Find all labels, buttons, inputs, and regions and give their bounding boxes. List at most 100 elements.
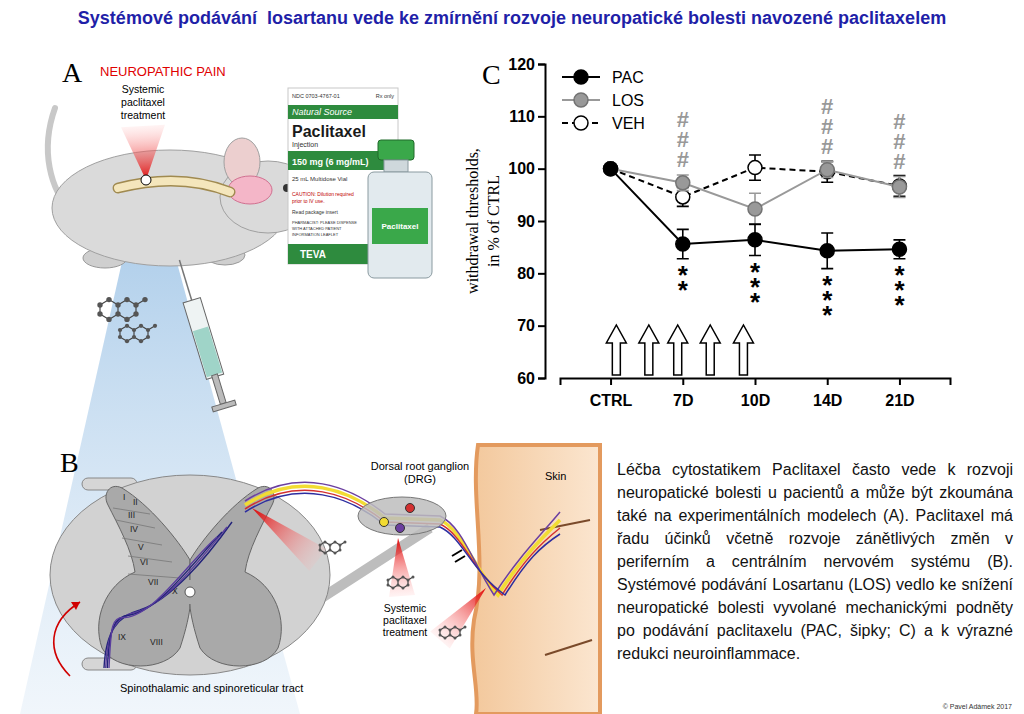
box-text: INFORMATION LEAFLET	[292, 232, 339, 237]
y-tick: 80	[517, 265, 545, 282]
atom	[115, 311, 120, 316]
atom	[454, 637, 457, 640]
legend-marker	[574, 70, 588, 84]
box-text: NDC 0703-4767-01	[292, 93, 340, 99]
significance-label: ***	[822, 270, 833, 330]
atom	[329, 549, 332, 552]
drg-label: Dorsal root ganglion	[371, 460, 469, 472]
needle	[179, 260, 191, 300]
atom	[407, 579, 410, 582]
point	[748, 161, 762, 175]
atom	[392, 587, 395, 590]
atom	[118, 335, 122, 339]
spinal-cord	[118, 181, 230, 192]
atom	[97, 311, 102, 316]
atom	[334, 552, 337, 555]
legend-label: PAC	[612, 69, 644, 86]
x-tick: 21D	[885, 378, 914, 409]
molecule	[319, 541, 347, 555]
point	[820, 244, 834, 258]
legend-label: VEH	[612, 115, 645, 132]
atom	[106, 297, 111, 302]
injection-site	[141, 175, 151, 185]
gray-matter	[190, 486, 281, 666]
drg-neuron	[380, 518, 389, 527]
vial-label-text: Paclitaxel	[382, 222, 419, 231]
atom	[392, 576, 395, 579]
skin-label: Skin	[545, 470, 566, 482]
y-tick-mark	[538, 378, 545, 380]
atom	[402, 587, 405, 590]
error-bar	[677, 175, 689, 191]
plot-area	[604, 155, 907, 375]
spinal-cord-section	[50, 475, 330, 675]
y-tick-label: 80	[517, 265, 535, 282]
tract-fiber	[107, 532, 222, 668]
treatment-arrow	[639, 325, 659, 375]
panel-label: C	[482, 59, 501, 90]
atom	[454, 626, 457, 629]
y-tick: 100	[508, 160, 545, 177]
y-tick-label: 120	[508, 56, 535, 73]
y-axis-line	[538, 65, 546, 379]
spinal-cord	[118, 181, 230, 192]
box-text: TEVA	[300, 249, 326, 260]
point	[892, 180, 906, 194]
x-tick: 14D	[813, 378, 842, 409]
error-bar	[821, 233, 833, 269]
vial-neck	[384, 160, 408, 172]
y-tick-label: 100	[508, 160, 535, 177]
atom	[139, 339, 143, 343]
treatment-label: paclitaxel	[121, 96, 165, 108]
lamina-label: IX	[118, 632, 126, 642]
error-bar	[677, 229, 689, 258]
box-text: Read package insert	[292, 209, 338, 215]
y-tick: 110	[509, 108, 545, 125]
lamina-label: VII	[148, 577, 158, 587]
atom	[407, 584, 410, 587]
significance-label: ***	[750, 257, 761, 317]
tract-fiber	[109, 537, 217, 668]
nerve-cut	[452, 550, 465, 562]
legend-marker	[574, 116, 588, 130]
atom	[132, 335, 136, 339]
atom	[444, 626, 447, 629]
atom	[146, 328, 150, 332]
drg-label: (DRG)	[404, 473, 436, 485]
atom	[132, 328, 136, 332]
treatment-cone	[430, 588, 486, 649]
x-tick-mark	[682, 378, 684, 385]
x-tick: CTRL	[590, 378, 633, 409]
treatment-arrow	[668, 325, 688, 375]
box-text: PHARMACIST: PLEASE DISPENSE	[292, 220, 357, 225]
significance-label: **	[678, 260, 689, 305]
atom	[459, 634, 462, 637]
error-bar	[893, 177, 905, 198]
error-bar	[893, 240, 905, 259]
x-axis-line	[561, 379, 951, 386]
panel-label: A	[62, 57, 83, 88]
atom	[146, 335, 150, 339]
atom	[387, 579, 390, 582]
treatment-arrow	[606, 325, 626, 375]
y-tick-mark	[538, 64, 545, 66]
series-line	[611, 169, 900, 251]
drg	[358, 497, 446, 535]
y-tick: 60	[517, 370, 545, 387]
y-axis-title-line: in % of CTRL	[485, 175, 502, 267]
treatment-label: treatment	[121, 109, 165, 121]
legend-marker	[574, 93, 588, 107]
liquid	[193, 327, 222, 378]
x-tick-mark	[755, 378, 757, 385]
molecule	[97, 297, 147, 322]
atom	[344, 541, 347, 544]
y-tick-label: 60	[517, 370, 535, 387]
y-axis-title-line: withdrawal thresholds,	[464, 148, 481, 294]
atom	[133, 302, 138, 307]
error-bar	[749, 224, 761, 255]
x-tick-label: 21D	[885, 392, 914, 409]
atom	[133, 311, 138, 316]
plunger	[212, 374, 227, 404]
atom	[449, 634, 452, 637]
treatment-label: Systemic	[122, 83, 165, 95]
